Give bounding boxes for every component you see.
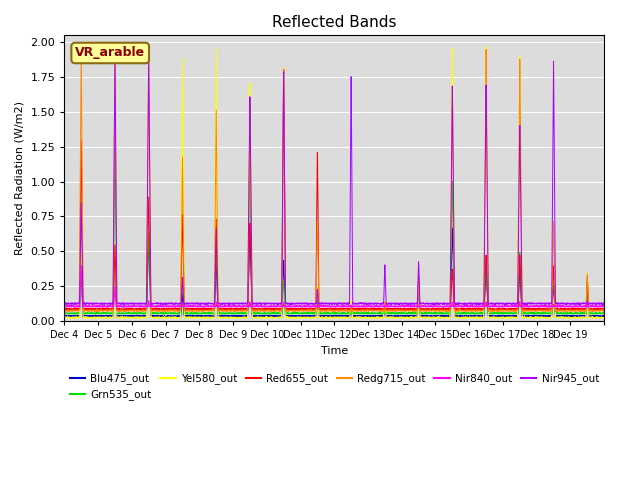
Title: Reflected Bands: Reflected Bands [272,15,397,30]
Redg715_out [171,308,179,314]
Line: Blu475_out: Blu475_out [65,228,604,317]
Grn535_out [171,311,179,316]
Y-axis label: Reflected Radiation (W/m2): Reflected Radiation (W/m2) [15,101,25,255]
Nir945_out [600,300,608,306]
Yel580_out [595,315,602,321]
Grn535_out [595,311,602,316]
Nir840_out [77,263,85,268]
Nir840_out [600,304,608,310]
Redg715_out [486,308,493,313]
Red655_out [404,306,412,312]
Nir840_out [518,303,526,309]
Grn535_out [61,311,68,316]
Redg715_out [600,307,608,313]
Nir840_out [172,304,179,310]
Legend: Blu475_out, Grn535_out, Yel580_out, Red655_out, Redg715_out, Nir840_out, Nir945_: Blu475_out, Grn535_out, Yel580_out, Red6… [65,369,603,405]
Yel580_out [403,315,411,321]
Redg715_out [61,308,68,313]
Grn535_out [451,310,459,316]
Grn535_out [486,311,493,317]
X-axis label: Time: Time [321,346,348,356]
Redg715_out [595,308,602,313]
Yel580_out [600,315,608,321]
Redg715_out [451,307,459,313]
Blu475_out [595,313,602,319]
Redg715_out [552,308,560,314]
Nir945_out [518,288,525,293]
Nir840_out [595,303,602,309]
Grn535_out [221,311,228,317]
Blu475_out [171,314,179,320]
Line: Red655_out: Red655_out [65,69,604,310]
Redg715_out [111,42,119,48]
Yel580_out [531,315,538,321]
Nir945_out [524,301,531,307]
Red655_out [171,307,179,312]
Nir945_out [111,48,119,54]
Yel580_out [171,315,179,321]
Nir945_out [171,301,179,307]
Blu475_out [500,314,508,320]
Line: Grn535_out: Grn535_out [65,148,604,314]
Yel580_out [518,277,525,283]
Nir840_out [61,304,68,310]
Nir840_out [486,304,493,310]
Blu475_out [486,313,493,319]
Yel580_out [486,314,493,320]
Nir840_out [404,303,412,309]
Yel580_out [61,314,68,320]
Yel580_out [482,44,490,49]
Grn535_out [518,310,526,316]
Redg715_out [404,308,412,313]
Red655_out [486,307,493,312]
Yel580_out [451,314,459,320]
Line: Redg715_out: Redg715_out [65,45,604,311]
Red655_out [61,307,68,312]
Redg715_out [518,277,525,283]
Nir840_out [451,304,459,310]
Grn535_out [404,311,412,316]
Nir840_out [155,304,163,310]
Nir945_out [61,301,68,307]
Blu475_out [61,313,68,319]
Grn535_out [600,310,608,316]
Nir945_out [451,301,459,307]
Blu475_out [449,225,456,231]
Line: Yel580_out: Yel580_out [65,47,604,318]
Blu475_out [518,313,526,319]
Red655_out [595,306,602,312]
Red655_out [451,306,459,312]
Blu475_out [600,313,608,319]
Nir945_out [595,301,602,307]
Line: Nir840_out: Nir840_out [65,265,604,307]
Red655_out [518,307,526,312]
Blu475_out [451,314,459,320]
Text: VR_arable: VR_arable [75,47,145,60]
Nir945_out [486,300,493,306]
Red655_out [280,66,287,72]
Red655_out [446,307,454,313]
Line: Nir945_out: Nir945_out [65,51,604,304]
Red655_out [600,306,608,312]
Grn535_out [111,145,119,151]
Nir945_out [404,300,412,306]
Blu475_out [403,313,411,319]
